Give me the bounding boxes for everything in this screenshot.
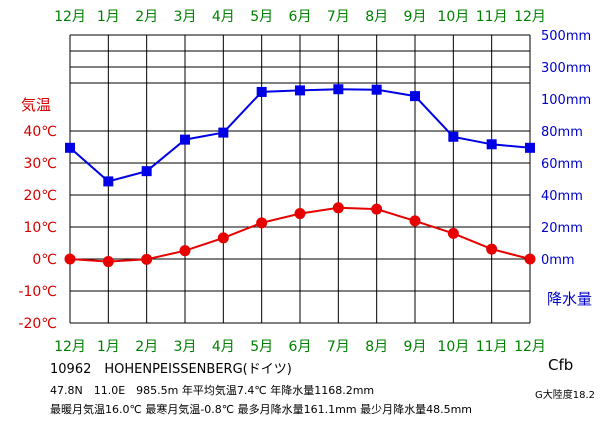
precipitation-point <box>486 139 497 150</box>
bottom-month-label: 8月 <box>365 339 388 355</box>
precipitation-axis-label: 降水量 <box>547 290 592 308</box>
temperature-axis-label: 気温 <box>21 96 51 114</box>
temperature-tick-label: 0℃ <box>32 252 57 268</box>
bottom-month-label: 1月 <box>97 339 120 355</box>
precipitation-point <box>256 86 267 97</box>
temperature-point <box>64 253 76 265</box>
temperature-tick-label: 10℃ <box>23 220 57 236</box>
top-month-label: 4月 <box>212 9 235 25</box>
precipitation-point <box>525 142 535 153</box>
temperature-point <box>409 215 421 227</box>
precipitation-point <box>410 91 420 102</box>
bottom-month-label: 5月 <box>250 339 273 355</box>
top-month-label: 8月 <box>365 9 388 25</box>
bottom-month-label: 7月 <box>327 339 350 355</box>
bottom-month-label: 11月 <box>476 339 508 355</box>
precipitation-point <box>65 142 75 153</box>
top-month-label: 6月 <box>289 9 312 25</box>
temperature-tick-label: 40℃ <box>23 124 57 140</box>
top-month-label: 11月 <box>476 9 508 25</box>
precipitation-point <box>103 176 114 187</box>
precipitation-tick-label: 80mm <box>541 125 583 140</box>
data-series <box>64 84 536 268</box>
top-month-label: 7月 <box>327 9 350 25</box>
top-month-label: 1月 <box>97 9 120 25</box>
top-month-label: 5月 <box>250 9 273 25</box>
precipitation-point <box>180 134 190 145</box>
precipitation-tick-label: 0mm <box>541 253 575 268</box>
temperature-tick-label: 20℃ <box>23 188 57 204</box>
precipitation-axis-ticks: 500mm 300mm 100mm 80mm 60mm 40mm 20mm 0mm <box>541 29 591 268</box>
temperature-point <box>332 202 344 214</box>
precipitation-point <box>218 127 229 138</box>
top-month-label: 3月 <box>174 9 197 25</box>
precipitation-tick-label: 60mm <box>541 157 583 172</box>
precipitation-point <box>333 84 344 95</box>
top-month-label: 12月 <box>54 9 86 25</box>
temperature-point <box>141 253 153 265</box>
temperature-tick-label: -10℃ <box>18 284 57 300</box>
bottom-month-label: 4月 <box>212 339 235 355</box>
precipitation-tick-label: 20mm <box>541 221 583 236</box>
top-month-label: 2月 <box>135 9 158 25</box>
top-month-labels: 12月 1月 2月 3月 4月 5月 6月 7月 8月 9月 10月 11月 12月 <box>54 9 546 25</box>
bottom-month-label: 6月 <box>289 339 312 355</box>
top-month-label: 10月 <box>437 9 469 25</box>
temperature-point <box>179 245 191 257</box>
temperature-tick-label: -20℃ <box>18 316 57 332</box>
temperature-point <box>294 208 306 220</box>
temperature-point <box>486 243 498 255</box>
top-month-label: 12月 <box>514 9 546 25</box>
precipitation-tick-label: 100mm <box>541 93 591 108</box>
precipitation-point <box>371 84 382 95</box>
bottom-month-label: 12月 <box>514 339 546 355</box>
grid-lines <box>69 34 531 324</box>
bottom-month-label: 2月 <box>135 339 158 355</box>
top-month-label: 9月 <box>404 9 427 25</box>
precipitation-tick-label: 300mm <box>541 61 591 76</box>
bottom-month-labels: 12月 1月 2月 3月 4月 5月 6月 7月 8月 9月 10月 11月 12月 <box>54 339 546 355</box>
precipitation-tick-label: 40mm <box>541 189 583 204</box>
temperature-point <box>371 203 383 215</box>
precipitation-tick-label: 500mm <box>541 29 591 44</box>
temperature-point <box>524 253 536 265</box>
temperature-point <box>217 232 229 244</box>
precipitation-point <box>295 85 305 96</box>
bottom-month-label: 12月 <box>54 339 86 355</box>
temperature-point <box>447 227 459 239</box>
temperature-point <box>102 256 114 268</box>
temperature-tick-label: 30℃ <box>23 156 57 172</box>
bottom-month-label: 3月 <box>174 339 197 355</box>
bottom-month-label: 10月 <box>437 339 469 355</box>
bottom-month-label: 9月 <box>404 339 427 355</box>
precipitation-point <box>141 166 152 177</box>
precipitation-point <box>448 131 459 142</box>
temperature-point <box>256 217 268 229</box>
temperature-axis-ticks: 40℃ 30℃ 20℃ 10℃ 0℃ -10℃ -20℃ <box>18 124 57 332</box>
